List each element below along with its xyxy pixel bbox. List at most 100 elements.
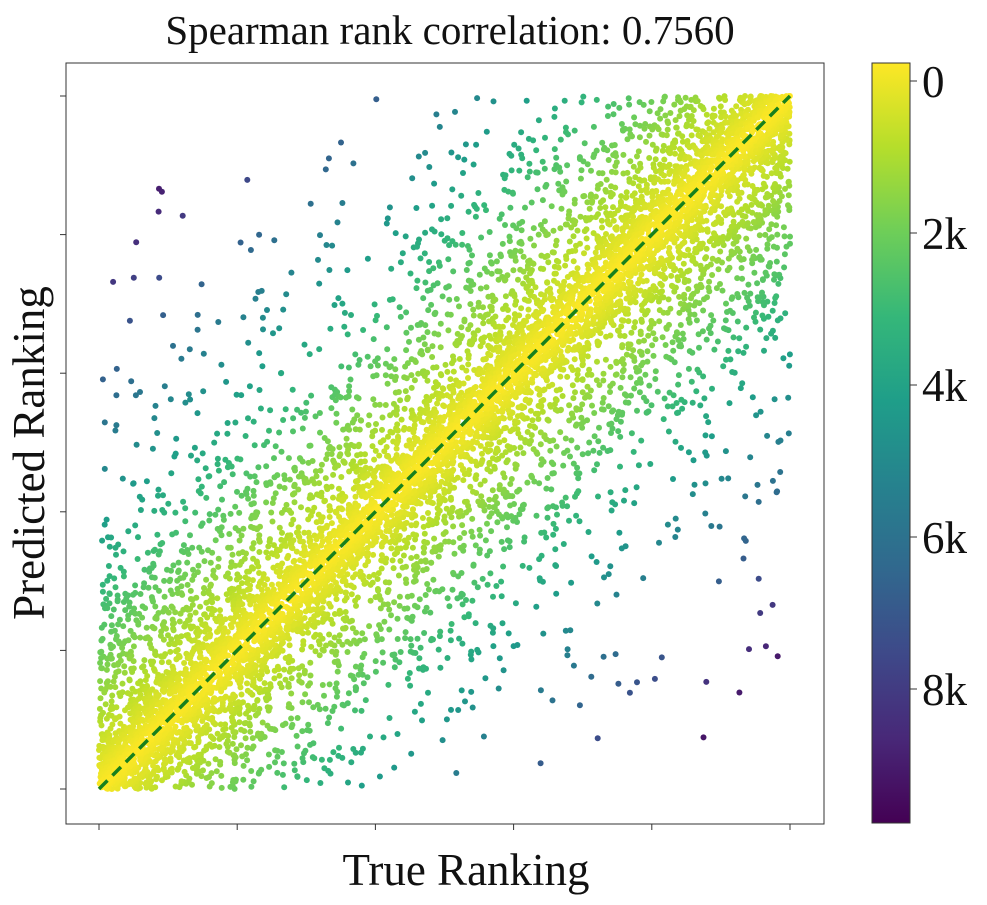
data-point [326, 631, 333, 638]
data-point [198, 281, 205, 288]
data-point [772, 181, 778, 187]
data-point [726, 400, 733, 407]
data-point [366, 573, 373, 580]
data-point [212, 511, 219, 518]
data-point [329, 648, 336, 655]
data-point [740, 555, 747, 562]
data-point [446, 603, 453, 610]
data-point [680, 336, 687, 342]
data-point [631, 114, 638, 121]
data-point [133, 239, 140, 246]
data-point [178, 778, 185, 785]
data-point [773, 293, 780, 300]
data-point [376, 773, 383, 780]
data-point [737, 385, 744, 392]
data-point [430, 576, 437, 583]
data-point [346, 426, 353, 433]
data-point [469, 515, 476, 522]
data-point [525, 306, 532, 313]
data-point [99, 665, 105, 672]
data-point [282, 406, 289, 413]
data-point [302, 408, 309, 415]
data-point [140, 663, 147, 670]
data-point [424, 347, 431, 354]
data-point [369, 433, 376, 440]
data-point [294, 773, 301, 780]
data-point [250, 492, 257, 499]
data-point [760, 180, 767, 187]
data-point [208, 770, 215, 777]
data-point [259, 314, 266, 321]
data-point [113, 704, 120, 711]
data-point [299, 425, 306, 432]
data-point [151, 415, 158, 422]
data-point [571, 200, 578, 207]
data-point [682, 276, 688, 283]
data-point [562, 435, 569, 442]
data-point [216, 736, 223, 742]
data-point [436, 262, 443, 269]
data-point [306, 699, 312, 706]
data-point [244, 744, 251, 751]
data-point [274, 753, 281, 760]
data-point [553, 154, 560, 161]
data-point [280, 417, 287, 423]
data-point [650, 283, 657, 290]
data-point [373, 96, 380, 103]
data-point [569, 382, 576, 389]
data-point [436, 493, 442, 500]
data-point [365, 422, 372, 428]
data-point [524, 174, 531, 181]
data-point [613, 153, 619, 160]
data-point [335, 462, 342, 469]
data-point [443, 505, 450, 512]
data-point [555, 180, 562, 187]
data-point [263, 549, 270, 556]
data-point [646, 155, 653, 161]
data-point [382, 372, 389, 379]
data-point [612, 163, 619, 169]
data-point [622, 125, 629, 132]
data-point [406, 670, 413, 676]
data-point [125, 528, 132, 535]
data-point [564, 373, 571, 380]
data-point [246, 714, 253, 721]
data-point [264, 576, 271, 583]
data-point [611, 142, 618, 148]
data-point [335, 295, 342, 302]
data-point [528, 199, 535, 206]
data-point [360, 327, 367, 333]
data-point [367, 597, 374, 604]
data-point [158, 659, 165, 666]
data-point [449, 504, 456, 511]
data-point [488, 528, 495, 535]
data-point [530, 137, 537, 144]
data-point [198, 483, 205, 490]
data-point [663, 132, 670, 139]
data-point [425, 689, 431, 696]
data-point [312, 631, 319, 638]
data-point [334, 219, 341, 226]
data-point [586, 366, 593, 373]
data-point [98, 648, 105, 655]
data-point [289, 721, 296, 728]
data-point [591, 467, 598, 474]
data-point [397, 397, 404, 404]
data-point [579, 451, 586, 458]
data-point [519, 562, 526, 569]
data-point [703, 336, 710, 343]
data-point [602, 356, 609, 363]
data-point [423, 604, 430, 611]
data-point [154, 531, 161, 538]
data-point [374, 637, 381, 644]
data-point [252, 514, 258, 521]
data-point [324, 438, 331, 445]
data-point [689, 399, 696, 406]
data-point [247, 247, 254, 253]
data-point [421, 538, 428, 545]
data-point [207, 583, 214, 590]
data-point [753, 212, 760, 218]
data-point [589, 402, 595, 409]
data-point [194, 410, 201, 417]
data-point [283, 501, 290, 508]
